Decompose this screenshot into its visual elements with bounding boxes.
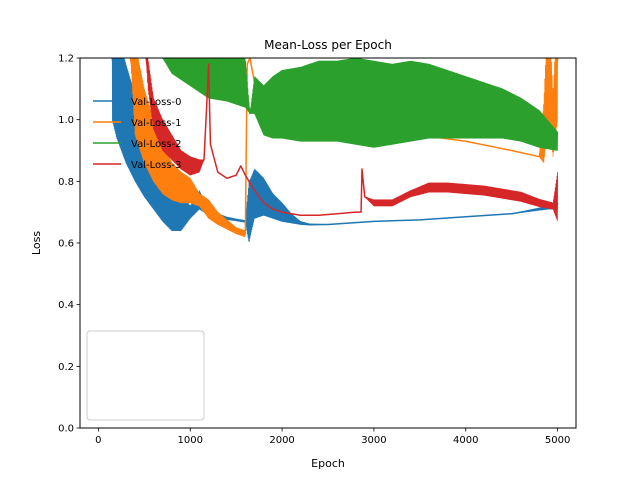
series-line <box>129 58 559 235</box>
series-envelope <box>162 58 559 151</box>
legend-label: Val-Loss-1 <box>131 118 181 129</box>
y-tick-label: 0.8 <box>58 177 74 188</box>
x-tick-label: 2000 <box>269 435 294 446</box>
legend-label: Val-Loss-0 <box>131 97 181 108</box>
y-tick-label: 1.2 <box>58 54 74 65</box>
series-line <box>162 58 559 142</box>
y-tick-label: 0.4 <box>58 300 74 311</box>
y-tick-label: 0.2 <box>58 362 74 373</box>
y-axis-label: Loss <box>30 231 43 255</box>
legend: Val-Loss-0 Val-Loss-1 Val-Loss-2 Val-Loss-3 <box>86 97 205 421</box>
series-layer <box>111 58 559 242</box>
series-line <box>145 58 559 216</box>
legend-label: Val-Loss-3 <box>131 160 181 171</box>
x-tick-label: 5000 <box>545 435 570 446</box>
chart-title: Mean-Loss per Epoch <box>264 38 392 52</box>
series-3 <box>145 58 559 222</box>
y-tick-label: 0.6 <box>58 239 74 250</box>
x-tick-label: 3000 <box>361 435 386 446</box>
x-tick-label: 0 <box>95 435 101 446</box>
series-2 <box>162 58 559 151</box>
y-axis: 0.0 0.2 0.4 0.6 0.8 1.0 1.2 <box>58 54 80 435</box>
x-axis-label: Epoch <box>311 457 345 470</box>
y-tick-label: 0.0 <box>58 424 74 435</box>
x-axis: 0 1000 2000 3000 4000 5000 <box>95 428 570 446</box>
y-tick-label: 1.0 <box>58 115 74 126</box>
legend-label: Val-Loss-2 <box>131 139 181 150</box>
x-tick-label: 4000 <box>453 435 478 446</box>
legend-box <box>86 330 205 421</box>
x-tick-label: 1000 <box>177 435 202 446</box>
